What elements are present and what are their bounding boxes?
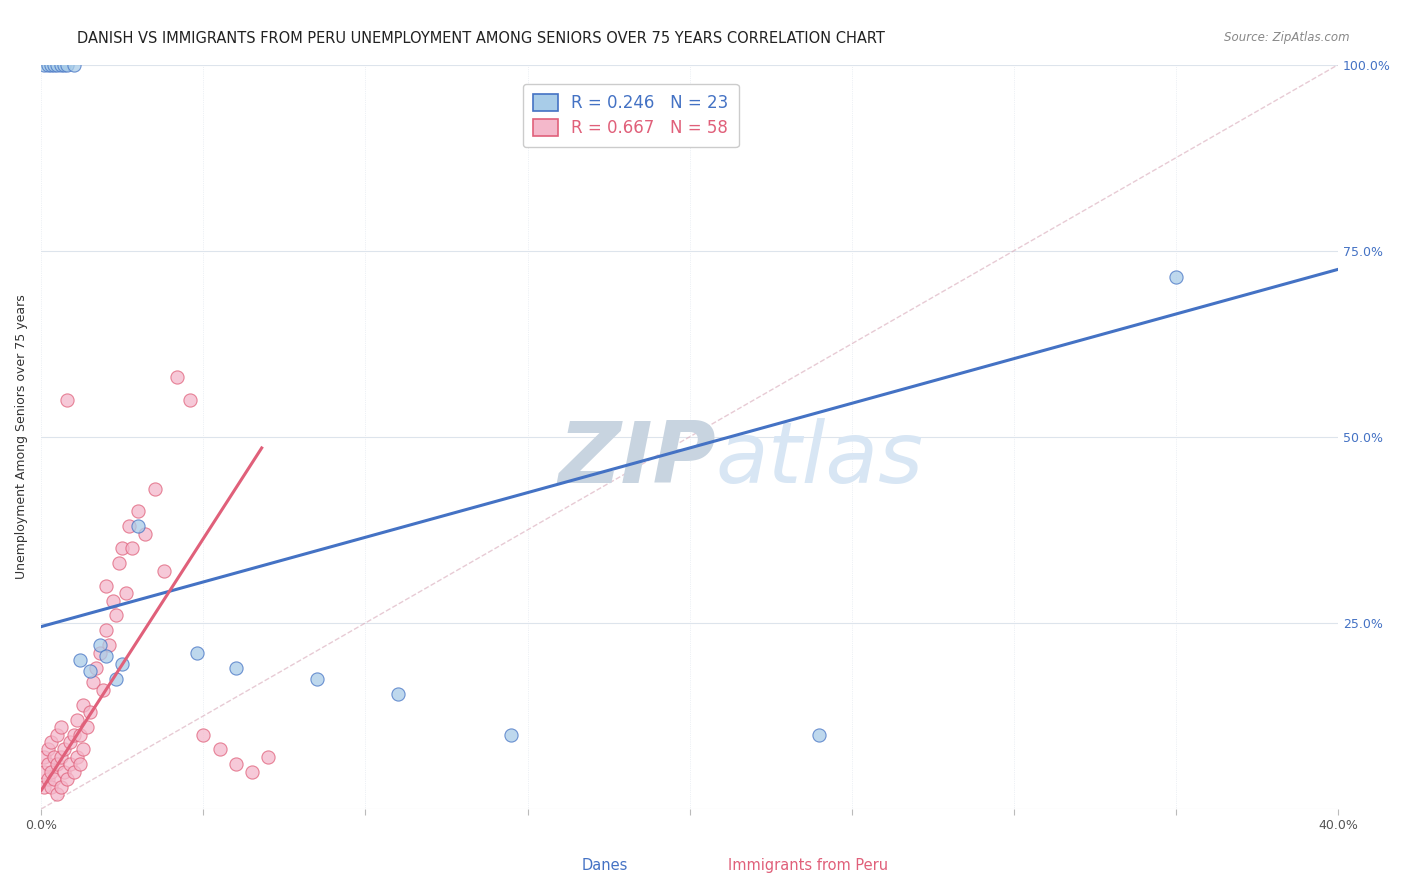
Point bbox=[111, 657, 134, 671]
Point bbox=[121, 541, 143, 556]
Point bbox=[66, 750, 89, 764]
Point bbox=[56, 392, 79, 407]
Point bbox=[118, 519, 141, 533]
Point bbox=[143, 482, 166, 496]
Point bbox=[94, 649, 117, 664]
Point bbox=[69, 727, 91, 741]
Point bbox=[89, 638, 111, 652]
Point bbox=[69, 757, 91, 772]
Point bbox=[56, 57, 79, 71]
Point bbox=[111, 541, 134, 556]
Point bbox=[101, 593, 124, 607]
Point bbox=[305, 672, 328, 686]
Point bbox=[134, 526, 156, 541]
Point bbox=[225, 660, 247, 674]
Point bbox=[49, 750, 72, 764]
Point bbox=[240, 764, 263, 779]
Point bbox=[82, 675, 104, 690]
Text: ZIP: ZIP bbox=[558, 417, 716, 500]
Point bbox=[94, 579, 117, 593]
Point bbox=[46, 757, 69, 772]
Point bbox=[62, 57, 84, 71]
Text: DANISH VS IMMIGRANTS FROM PERU UNEMPLOYMENT AMONG SENIORS OVER 75 YEARS CORRELAT: DANISH VS IMMIGRANTS FROM PERU UNEMPLOYM… bbox=[77, 31, 886, 46]
Point bbox=[34, 780, 56, 794]
Point bbox=[1166, 269, 1188, 284]
Point bbox=[44, 772, 66, 787]
Legend: R = 0.246   N = 23, R = 0.667   N = 58: R = 0.246 N = 23, R = 0.667 N = 58 bbox=[523, 84, 738, 147]
Point bbox=[193, 727, 215, 741]
Point bbox=[49, 780, 72, 794]
Point bbox=[52, 57, 75, 71]
Point bbox=[34, 764, 56, 779]
Point bbox=[49, 720, 72, 734]
Point bbox=[72, 698, 94, 712]
Point bbox=[52, 742, 75, 756]
Point bbox=[208, 742, 231, 756]
Text: Source: ZipAtlas.com: Source: ZipAtlas.com bbox=[1225, 31, 1350, 45]
Point bbox=[94, 624, 117, 638]
Point bbox=[39, 764, 62, 779]
Point bbox=[104, 608, 127, 623]
Point bbox=[62, 727, 84, 741]
Point bbox=[56, 772, 79, 787]
Text: Immigrants from Peru: Immigrants from Peru bbox=[728, 858, 889, 872]
Point bbox=[225, 757, 247, 772]
Point bbox=[79, 705, 101, 719]
Point bbox=[86, 660, 108, 674]
Point bbox=[166, 370, 188, 384]
Point bbox=[387, 687, 409, 701]
Point bbox=[91, 682, 114, 697]
Point bbox=[104, 672, 127, 686]
Point bbox=[49, 57, 72, 71]
Point bbox=[79, 665, 101, 679]
Point bbox=[66, 713, 89, 727]
Point bbox=[44, 750, 66, 764]
Point bbox=[46, 57, 69, 71]
Point bbox=[76, 720, 98, 734]
Point bbox=[153, 564, 176, 578]
Point bbox=[46, 787, 69, 801]
Y-axis label: Unemployment Among Seniors over 75 years: Unemployment Among Seniors over 75 years bbox=[15, 294, 28, 579]
Point bbox=[98, 638, 121, 652]
Point bbox=[44, 57, 66, 71]
Point bbox=[46, 727, 69, 741]
Text: Danes: Danes bbox=[582, 858, 627, 872]
Point bbox=[127, 504, 149, 518]
Point bbox=[39, 57, 62, 71]
Point bbox=[34, 750, 56, 764]
Point bbox=[72, 742, 94, 756]
Point bbox=[39, 735, 62, 749]
Point bbox=[34, 57, 56, 71]
Point bbox=[37, 757, 59, 772]
Point bbox=[39, 780, 62, 794]
Point bbox=[501, 727, 523, 741]
Point bbox=[37, 57, 59, 71]
Point bbox=[37, 772, 59, 787]
Point bbox=[179, 392, 201, 407]
Point bbox=[808, 727, 831, 741]
Point bbox=[89, 646, 111, 660]
Point bbox=[37, 742, 59, 756]
Point bbox=[114, 586, 136, 600]
Point bbox=[59, 735, 82, 749]
Point bbox=[108, 557, 131, 571]
Text: atlas: atlas bbox=[716, 417, 924, 500]
Point bbox=[257, 750, 280, 764]
Point bbox=[69, 653, 91, 667]
Point bbox=[52, 764, 75, 779]
Point bbox=[186, 646, 208, 660]
Point bbox=[59, 757, 82, 772]
Point bbox=[62, 764, 84, 779]
Point bbox=[127, 519, 149, 533]
